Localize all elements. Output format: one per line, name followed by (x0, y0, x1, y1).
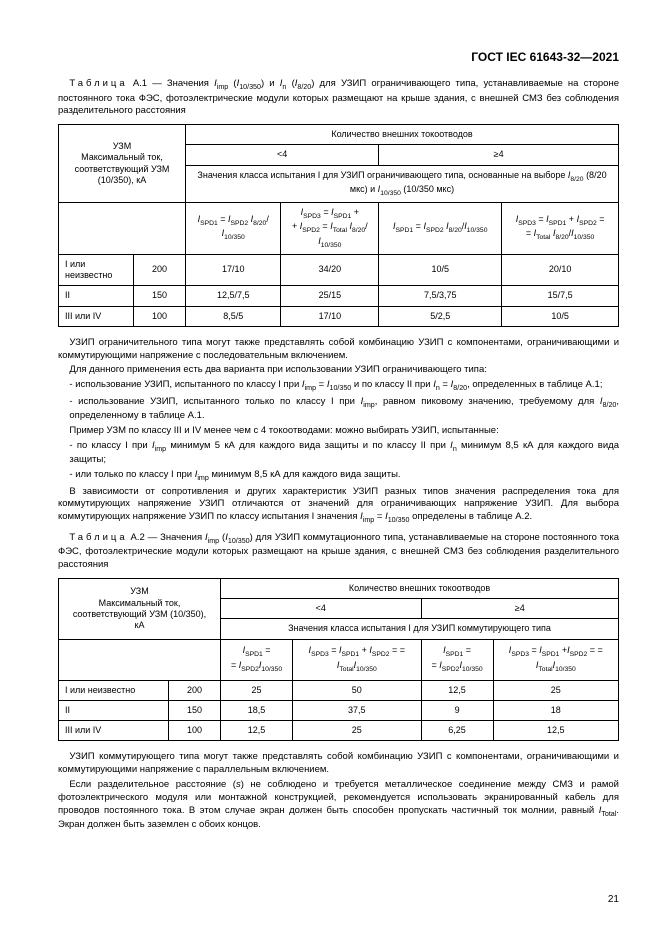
cell: 25 (221, 680, 293, 700)
cell: 25 (293, 721, 421, 741)
table-row: I или неизвестно 200 17/10 34/20 10/5 20… (59, 254, 619, 286)
col-uzm: УЗММаксимальный ток,соответствующий УЗМ … (59, 578, 221, 639)
paragraph: Для данного применения есть два варианта… (58, 364, 619, 377)
cell: 17/10 (281, 306, 379, 326)
document-header: ГОСТ IEC 61643-32—2021 (58, 50, 619, 64)
table-a2-caption: Таблица А.2 — Значения Iimp (I10/350) дл… (58, 532, 619, 572)
table-row: ISPD1 = ISPD2 I8/20/I10/350 ISPD3 = ISPD… (59, 203, 619, 255)
table-row: УЗММаксимальный ток,соответствующий УЗМ … (59, 578, 619, 598)
formula-4: ISPD3 = ISPD1 + ISPD2 == ITotal I8/20/I1… (502, 203, 619, 255)
cell: 37,5 (293, 700, 421, 720)
cell: 5/2,5 (379, 306, 502, 326)
cell: 34/20 (281, 254, 379, 286)
table-row: II 150 18,5 37,5 9 18 (59, 700, 619, 720)
page-number: 21 (608, 894, 619, 905)
col-count: Количество внешних токоотводов (221, 578, 619, 598)
col-count: Количество внешних токоотводов (186, 125, 619, 145)
cell: 7,5/3,75 (379, 286, 502, 306)
cell: I или неизвестно (59, 254, 134, 286)
list-item: использование УЗИП, испытанного только п… (69, 396, 619, 423)
formula-1: ISPD1 == ISPD2I10/350 (221, 639, 293, 680)
table-a1-caption: Таблица А.1 — Значения Iimp (I10/350) и … (58, 78, 619, 118)
cell: 50 (293, 680, 421, 700)
cell: II (59, 700, 169, 720)
col-ge4: ≥4 (421, 599, 618, 619)
col-lt4: <4 (186, 145, 379, 165)
col-class-row: Значения класса испытания I для УЗИП огр… (186, 165, 619, 202)
cell: III или IV (59, 721, 169, 741)
cell: 15/7,5 (502, 286, 619, 306)
col-lt4: <4 (221, 599, 422, 619)
table-a1: УЗММаксимальный ток,соответствующий УЗМ(… (58, 124, 619, 327)
col-uzm: УЗММаксимальный ток,соответствующий УЗМ(… (59, 125, 186, 203)
cell: 25/15 (281, 286, 379, 306)
formula-2: ISPD3 = ISPD1 + ISPD2 = =ITotalI10/350 (293, 639, 421, 680)
list-item: по классу I при Iimp минимум 5 кА для ка… (69, 440, 619, 467)
paragraph: УЗИП ограничительного типа могут также п… (58, 337, 619, 363)
table-row: I или неизвестно 200 25 50 12,5 25 (59, 680, 619, 700)
table-a2: УЗММаксимальный ток,соответствующий УЗМ … (58, 578, 619, 742)
cell: 20/10 (502, 254, 619, 286)
list-item: использование УЗИП, испытанного по класс… (69, 379, 619, 394)
cell: 6,25 (421, 721, 493, 741)
cell: 12,5 (421, 680, 493, 700)
formula-2: ISPD3 = ISPD1 ++ ISPD2 = ITotal I8/20/I1… (281, 203, 379, 255)
cell: 12,5 (221, 721, 293, 741)
list-item: или только по классу I при Iimp минимум … (69, 469, 619, 484)
cell: 9 (421, 700, 493, 720)
col-class-row: Значения класса испытания I для УЗИП ком… (221, 619, 619, 639)
cell: 8,5/5 (186, 306, 281, 326)
formula-1: ISPD1 = ISPD2 I8/20/I10/350 (186, 203, 281, 255)
paragraph: УЗИП коммутирующего типа могут также пре… (58, 751, 619, 777)
cell: 10/5 (502, 306, 619, 326)
page: ГОСТ IEC 61643-32—2021 Таблица А.1 — Зна… (0, 0, 661, 935)
formula-4: ISPD3 = ISPD1 +ISPD2 = =ITotalI10/350 (493, 639, 618, 680)
paragraph: Пример УЗМ по классу III и IV менее чем … (58, 425, 619, 438)
table-row: III или IV 100 8,5/5 17/10 5/2,5 10/5 (59, 306, 619, 326)
cell: 12,5 (493, 721, 618, 741)
cell: 18,5 (221, 700, 293, 720)
cell: 100 (134, 306, 186, 326)
cell: 10/5 (379, 254, 502, 286)
cell: II (59, 286, 134, 306)
table-row: II 150 12,5/7,5 25/15 7,5/3,75 15/7,5 (59, 286, 619, 306)
empty (59, 203, 186, 255)
formula-3: ISPD1 = ISPD2 I8/20/I10/350 (379, 203, 502, 255)
table-row: ISPD1 == ISPD2I10/350 ISPD3 = ISPD1 + IS… (59, 639, 619, 680)
cell: 17/10 (186, 254, 281, 286)
table-row: III или IV 100 12,5 25 6,25 12,5 (59, 721, 619, 741)
cell: 12,5/7,5 (186, 286, 281, 306)
cell: 150 (134, 286, 186, 306)
paragraph: Если разделительное расстояние (s) не со… (58, 779, 619, 832)
cell: 18 (493, 700, 618, 720)
paragraph: В зависимости от сопротивления и других … (58, 486, 619, 526)
cell: 150 (169, 700, 221, 720)
cell: 200 (134, 254, 186, 286)
formula-3: ISPD1 == ISPD2I10/350 (421, 639, 493, 680)
cell: 200 (169, 680, 221, 700)
cell: III или IV (59, 306, 134, 326)
cell: 100 (169, 721, 221, 741)
col-ge4: ≥4 (379, 145, 619, 165)
empty (59, 639, 221, 680)
cell: I или неизвестно (59, 680, 169, 700)
table-row: УЗММаксимальный ток,соответствующий УЗМ(… (59, 125, 619, 145)
cell: 25 (493, 680, 618, 700)
